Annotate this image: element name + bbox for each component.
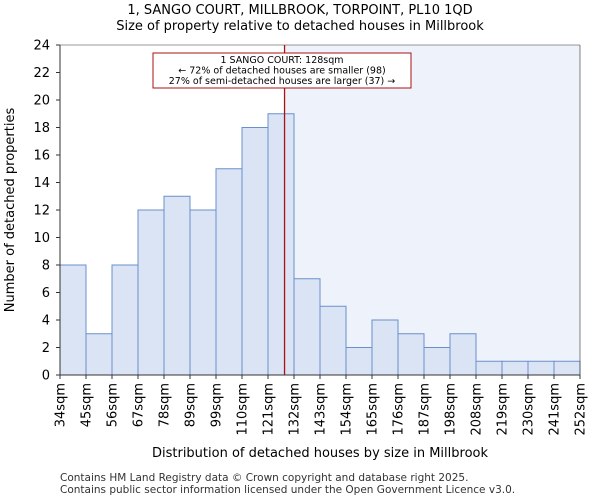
x-tick-label: 241sqm xyxy=(548,383,563,436)
bar-78sqm xyxy=(163,195,191,376)
x-tick-label: 99sqm xyxy=(210,383,225,427)
footer-line-1: Contains HM Land Registry data © Crown c… xyxy=(60,472,469,484)
x-tick-label: 154sqm xyxy=(340,383,355,436)
x-tick-label: 208sqm xyxy=(470,383,485,436)
x-tick-label: 45sqm xyxy=(80,383,95,427)
y-axis-label: Number of detached properties xyxy=(3,108,18,313)
bar-208sqm xyxy=(475,360,503,376)
y-tick-label: 8 xyxy=(42,259,50,274)
annotation-box xyxy=(152,52,412,89)
bar-176sqm xyxy=(397,333,425,376)
x-tick-label: 230sqm xyxy=(522,383,537,436)
y-tick-label: 0 xyxy=(42,369,50,384)
x-tick-label: 121sqm xyxy=(262,383,277,436)
y-tick-label: 14 xyxy=(33,176,50,191)
bar-165sqm xyxy=(371,319,399,376)
bar-241sqm xyxy=(553,360,581,376)
x-tick-label: 78sqm xyxy=(158,383,173,427)
y-tick-label: 18 xyxy=(33,121,50,136)
x-tick-label: 56sqm xyxy=(106,383,121,427)
bar-143sqm xyxy=(319,305,347,376)
bar-34sqm xyxy=(59,264,87,376)
x-tick-label: 89sqm xyxy=(184,383,199,427)
y-tick-label: 2 xyxy=(42,341,50,356)
x-tick-label: 110sqm xyxy=(236,383,251,436)
y-tick-label: 24 xyxy=(33,39,50,54)
bar-121sqm xyxy=(267,113,295,376)
y-tick-label: 22 xyxy=(33,66,50,81)
bar-219sqm xyxy=(501,360,529,376)
x-tick-label: 198sqm xyxy=(444,383,459,436)
y-tick-label: 6 xyxy=(42,286,50,301)
chart-title: 1, SANGO COURT, MILLBROOK, TORPOINT, PL1… xyxy=(127,3,473,18)
x-tick-label: 187sqm xyxy=(418,383,433,436)
x-axis-label: Distribution of detached houses by size … xyxy=(152,446,488,461)
x-tick-label: 143sqm xyxy=(314,383,329,436)
bar-132sqm xyxy=(293,278,321,376)
y-tick-label: 20 xyxy=(33,94,50,109)
chart-subtitle: Size of property relative to detached ho… xyxy=(116,19,484,34)
y-tick-label: 4 xyxy=(42,314,50,329)
x-tick-label: 252sqm xyxy=(574,383,589,436)
x-tick-label: 34sqm xyxy=(54,383,69,427)
bar-110sqm xyxy=(241,127,269,376)
annotation-line-2: ← 72% of detached houses are smaller (98… xyxy=(178,66,385,77)
y-tick-label: 16 xyxy=(33,149,50,164)
y-tick-label: 10 xyxy=(33,231,50,246)
x-tick-label: 165sqm xyxy=(366,383,381,436)
bar-187sqm xyxy=(423,347,451,376)
bar-99sqm xyxy=(215,168,243,376)
x-tick-label: 176sqm xyxy=(392,383,407,436)
annotation-line-3: 27% of semi-detached houses are larger (… xyxy=(169,76,396,87)
x-tick-label: 132sqm xyxy=(288,383,303,436)
bar-230sqm xyxy=(527,360,555,376)
annotation-line-1: 1 SANGO COURT: 128sqm xyxy=(220,55,343,66)
bar-45sqm xyxy=(85,333,113,376)
bar-89sqm xyxy=(189,209,217,376)
x-tick-label: 219sqm xyxy=(496,383,511,436)
bar-198sqm xyxy=(449,333,477,376)
bar-56sqm xyxy=(111,264,139,376)
bar-67sqm xyxy=(137,209,165,376)
footer-line-2: Contains public sector information licen… xyxy=(60,484,516,496)
y-tick-label: 12 xyxy=(33,204,50,219)
bar-154sqm xyxy=(345,347,373,376)
x-tick-label: 67sqm xyxy=(132,383,147,427)
